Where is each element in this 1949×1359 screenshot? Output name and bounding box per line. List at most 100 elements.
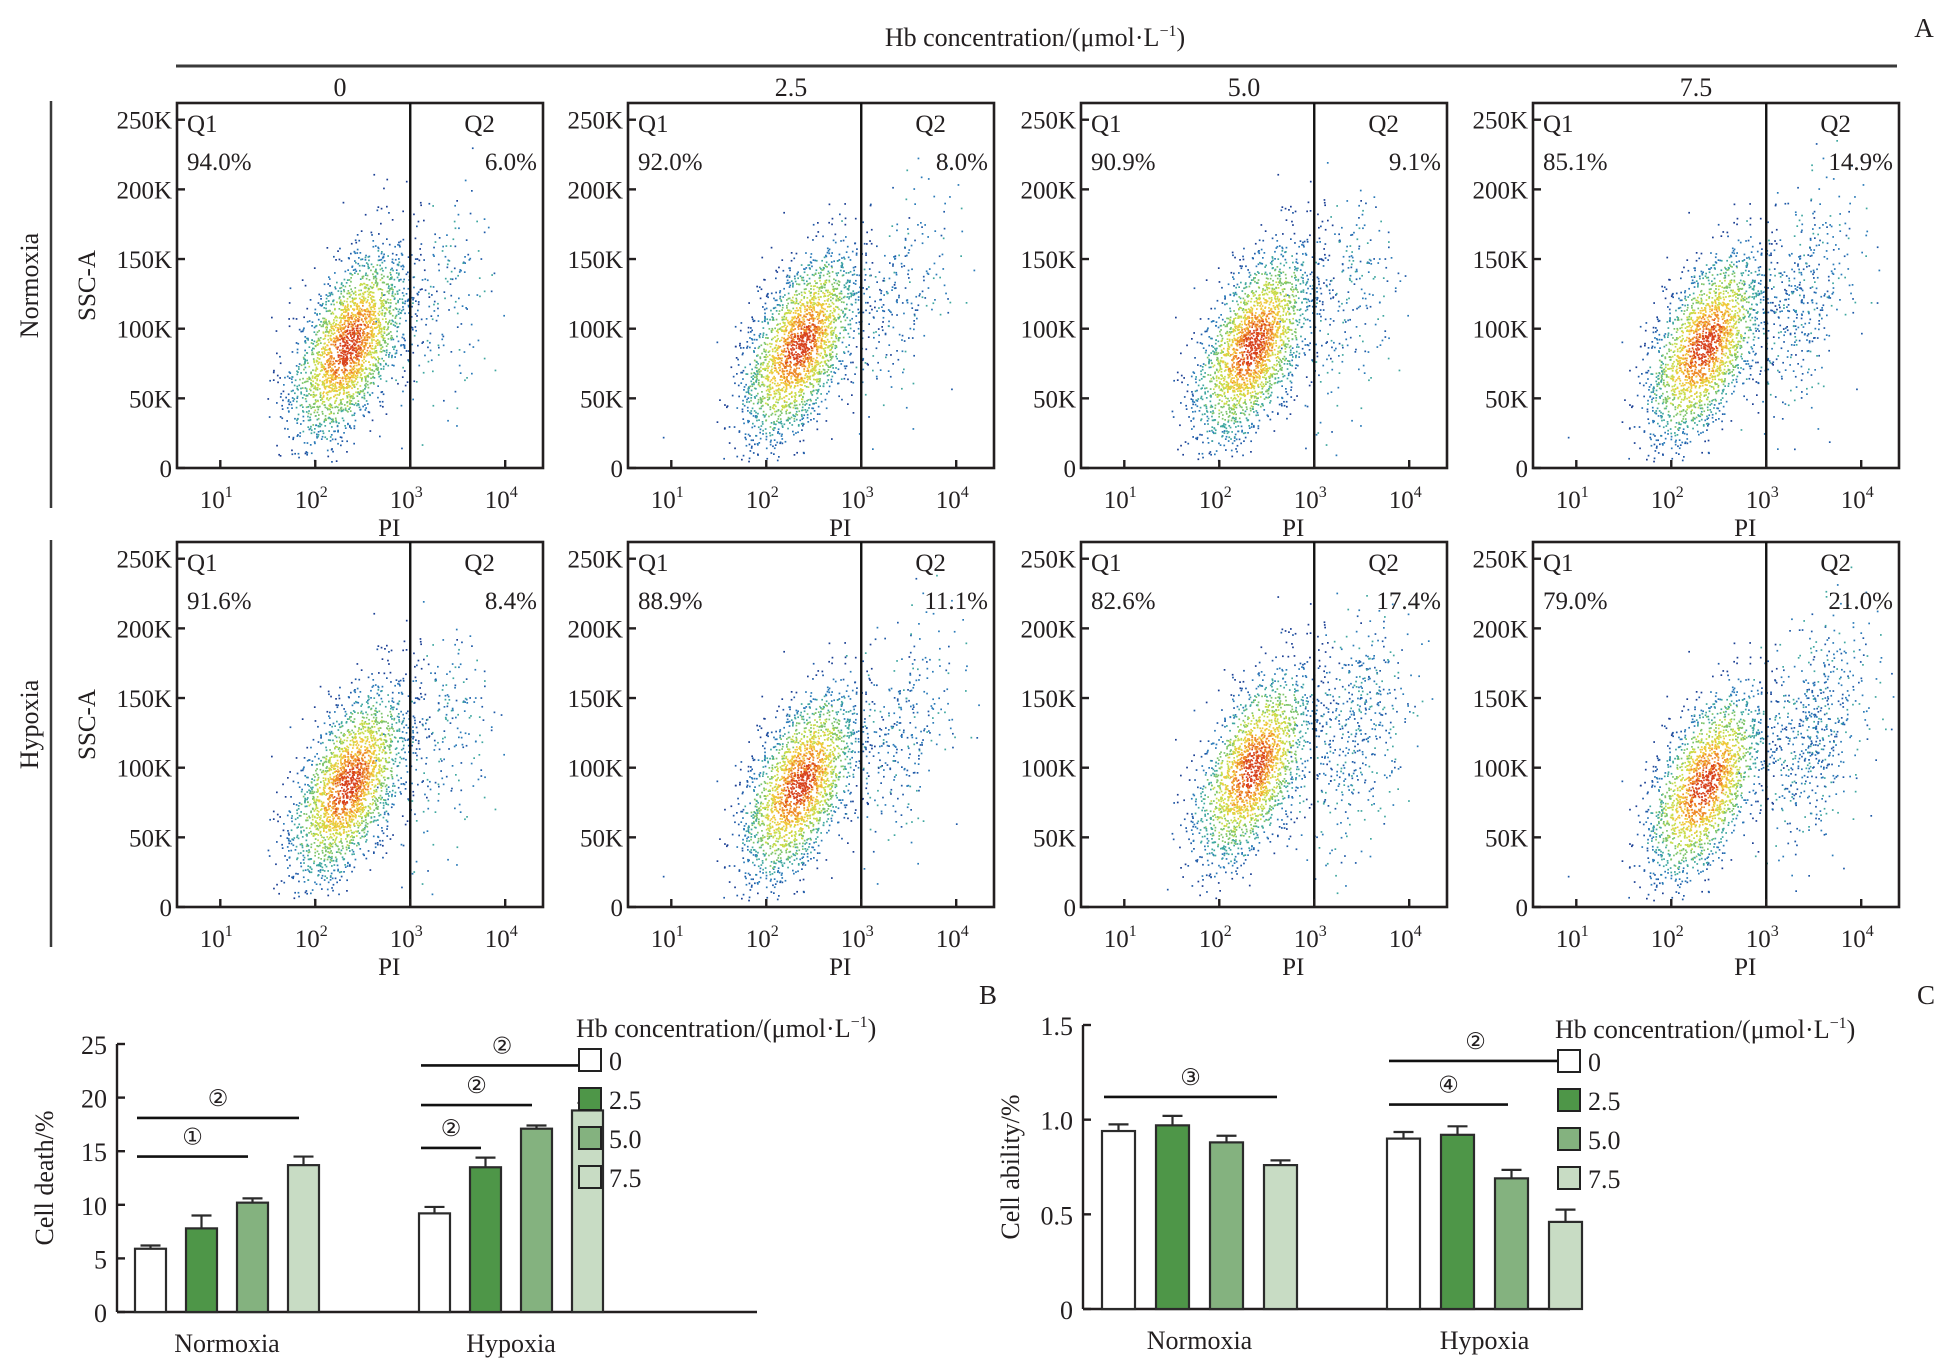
event-dot	[317, 363, 319, 365]
event-dot	[316, 388, 319, 391]
event-dot	[833, 371, 835, 374]
event-dot	[818, 313, 821, 315]
event-dot	[785, 385, 788, 388]
event-dot	[342, 355, 345, 358]
event-dot	[839, 360, 842, 362]
event-dot	[400, 344, 403, 346]
event-dot	[798, 321, 800, 324]
event-dot	[371, 336, 374, 338]
event-dot	[347, 337, 350, 340]
event-dot	[341, 358, 344, 361]
event-dot	[316, 378, 319, 380]
event-dot	[292, 400, 295, 402]
event-dot	[789, 269, 791, 272]
event-dot	[777, 399, 780, 401]
event-dot	[335, 259, 337, 261]
event-dot	[865, 348, 868, 351]
event-dot	[344, 331, 347, 334]
event-dot	[840, 240, 842, 242]
event-dot	[764, 402, 767, 405]
event-dot	[822, 315, 825, 317]
event-dot	[362, 329, 364, 331]
event-dot	[323, 421, 326, 423]
event-dot	[369, 285, 372, 288]
event-dot	[281, 417, 284, 420]
event-dot	[331, 356, 333, 359]
event-dot	[391, 314, 394, 317]
event-dot	[394, 315, 397, 318]
event-dot	[877, 361, 879, 364]
event-dot	[366, 342, 368, 345]
event-dot	[416, 320, 418, 322]
event-dot	[815, 235, 818, 237]
event-dot	[292, 438, 294, 441]
event-dot	[347, 386, 349, 388]
event-dot	[402, 308, 405, 311]
event-dot	[282, 399, 284, 402]
event-dot	[878, 334, 880, 337]
event-dot	[772, 397, 775, 400]
event-dot	[358, 406, 361, 409]
event-dot	[751, 329, 753, 332]
event-dot	[332, 385, 334, 387]
event-dot	[361, 318, 363, 321]
event-dot	[310, 425, 312, 428]
event-dot	[324, 436, 327, 439]
event-dot	[348, 371, 351, 374]
event-dot	[297, 371, 299, 373]
event-dot	[957, 184, 960, 186]
event-dot	[414, 237, 417, 240]
event-dot	[468, 294, 470, 296]
event-dot	[804, 360, 806, 362]
event-dot	[813, 326, 816, 329]
event-dot	[750, 399, 752, 402]
event-dot	[896, 223, 899, 226]
event-dot	[764, 359, 767, 361]
event-dot	[310, 379, 313, 382]
event-dot	[317, 400, 319, 403]
event-dot	[429, 349, 432, 352]
event-dot	[342, 347, 344, 350]
event-dot	[787, 344, 789, 346]
event-dot	[337, 339, 339, 341]
event-dot	[845, 236, 847, 238]
event-dot	[326, 349, 328, 351]
event-dot	[802, 345, 805, 347]
event-dot	[362, 339, 364, 341]
event-dot	[817, 371, 819, 374]
event-dot	[320, 325, 323, 328]
event-dot	[377, 318, 380, 320]
event-dot	[316, 375, 319, 378]
event-dot	[279, 355, 281, 358]
event-dot	[841, 220, 843, 222]
event-dot	[788, 341, 791, 344]
event-dot	[817, 360, 819, 363]
event-dot	[342, 398, 344, 400]
event-dot	[381, 346, 384, 348]
event-dot	[823, 282, 825, 285]
event-dot	[295, 365, 298, 367]
event-dot	[819, 378, 821, 380]
event-dot	[333, 372, 335, 374]
event-dot	[308, 403, 311, 406]
event-dot	[388, 356, 390, 358]
event-dot	[765, 375, 768, 378]
event-dot	[753, 425, 756, 428]
event-dot	[386, 298, 389, 301]
event-dot	[380, 305, 383, 308]
event-dot	[891, 225, 894, 227]
event-dot	[307, 339, 309, 341]
event-dot	[343, 392, 345, 394]
event-dot	[921, 296, 924, 299]
event-dot	[307, 406, 310, 408]
event-dot	[808, 322, 811, 324]
x-tick-base: 10	[200, 487, 225, 514]
event-dot	[352, 380, 354, 383]
event-dot	[867, 364, 869, 366]
event-dot	[808, 348, 811, 350]
event-dot	[910, 244, 913, 247]
event-dot	[826, 359, 829, 362]
event-dot	[349, 300, 352, 303]
event-dot	[354, 297, 356, 300]
